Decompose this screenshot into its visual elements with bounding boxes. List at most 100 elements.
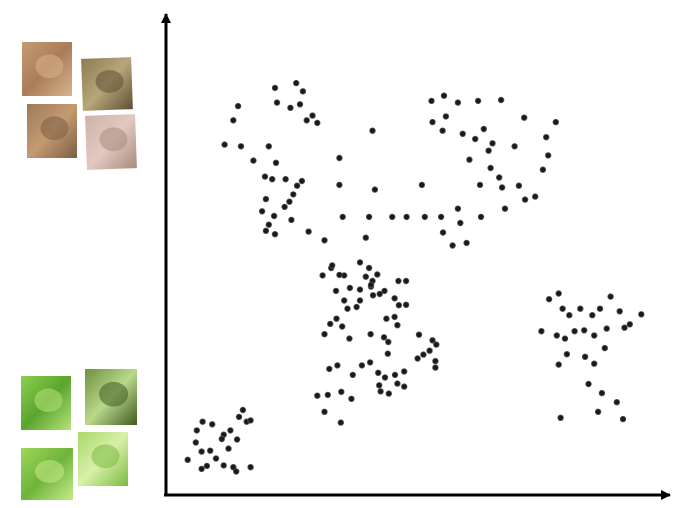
data-point — [336, 154, 343, 162]
data-point — [225, 445, 232, 452]
data-point — [402, 277, 410, 285]
data-point — [296, 101, 304, 108]
texture-thumbnails-top — [22, 42, 137, 170]
data-point — [555, 290, 562, 297]
data-point — [199, 418, 206, 425]
data-point — [433, 341, 440, 348]
data-point — [314, 392, 321, 399]
data-point — [339, 323, 346, 330]
data-point — [385, 390, 392, 397]
data-point — [365, 264, 373, 272]
data-point — [401, 368, 408, 375]
data-point — [234, 102, 242, 110]
data-point — [498, 184, 506, 191]
data-point — [369, 127, 376, 134]
data-point — [384, 350, 391, 357]
data-point — [501, 205, 509, 212]
data-point — [428, 97, 435, 105]
texture-patch-tan-highlight — [35, 54, 64, 79]
data-point — [581, 353, 589, 360]
data-point — [626, 321, 633, 328]
data-point — [553, 332, 560, 339]
data-point — [288, 216, 295, 224]
data-point — [543, 133, 550, 141]
data-point — [394, 380, 401, 387]
data-point — [477, 213, 485, 221]
data-point — [362, 273, 369, 280]
data-point — [336, 271, 343, 279]
data-point — [353, 303, 360, 311]
texture-patch-bark-highlight — [95, 69, 124, 93]
data-point — [262, 227, 270, 234]
data-point — [545, 296, 553, 303]
data-point — [339, 213, 346, 221]
data-point — [237, 143, 245, 150]
data-point — [367, 331, 374, 338]
data-point — [321, 237, 328, 244]
data-point — [208, 421, 216, 428]
leaf-thumbnails-bottom — [21, 369, 137, 500]
data-point — [449, 242, 456, 249]
data-point — [309, 112, 316, 119]
data-point — [589, 312, 596, 319]
data-point — [607, 293, 614, 300]
data-point — [466, 156, 473, 163]
data-point — [287, 104, 294, 111]
data-point — [327, 320, 334, 328]
data-point — [298, 177, 306, 185]
data-point — [232, 468, 240, 475]
data-point — [376, 382, 383, 389]
data-point — [281, 203, 288, 211]
data-point — [557, 414, 564, 421]
data-point — [193, 427, 200, 434]
data-point — [198, 465, 205, 473]
data-point — [338, 388, 345, 395]
data-point — [303, 117, 310, 124]
data-point — [356, 259, 364, 266]
leaf-patch-1-highlight — [34, 388, 63, 413]
data-point — [293, 182, 301, 189]
data-point — [395, 302, 403, 309]
data-point — [538, 328, 545, 335]
data-point — [247, 417, 254, 424]
data-point — [321, 331, 328, 338]
data-point — [375, 369, 382, 376]
data-point — [376, 290, 383, 298]
data-point — [337, 419, 344, 426]
data-point — [230, 117, 237, 124]
leaf-patch-2-highlight — [99, 381, 129, 407]
data-point — [247, 464, 254, 471]
data-point — [421, 213, 428, 221]
data-point — [346, 335, 353, 342]
data-point — [619, 415, 627, 423]
data-point — [472, 135, 479, 143]
data-point — [385, 338, 392, 346]
data-point — [319, 272, 326, 279]
data-point — [273, 99, 281, 106]
data-point — [439, 127, 446, 134]
data-point — [262, 195, 270, 203]
data-point — [334, 362, 341, 369]
data-point — [258, 208, 266, 215]
data-point — [261, 173, 269, 180]
data-point — [341, 297, 348, 304]
data-point — [380, 334, 388, 341]
data-point — [365, 213, 373, 221]
data-point — [192, 439, 199, 446]
data-point — [598, 389, 606, 397]
data-point — [184, 456, 191, 463]
data-point — [220, 462, 227, 469]
data-point — [561, 335, 569, 342]
data-point — [349, 371, 356, 379]
data-point — [401, 383, 408, 390]
data-point — [496, 174, 503, 181]
data-point — [497, 96, 505, 104]
data-point — [329, 262, 336, 269]
data-point — [198, 448, 205, 455]
data-point — [206, 447, 214, 454]
data-point — [286, 198, 293, 205]
data-point — [282, 175, 289, 183]
data-point — [566, 312, 573, 319]
data-point — [555, 361, 562, 368]
data-point — [326, 365, 333, 373]
